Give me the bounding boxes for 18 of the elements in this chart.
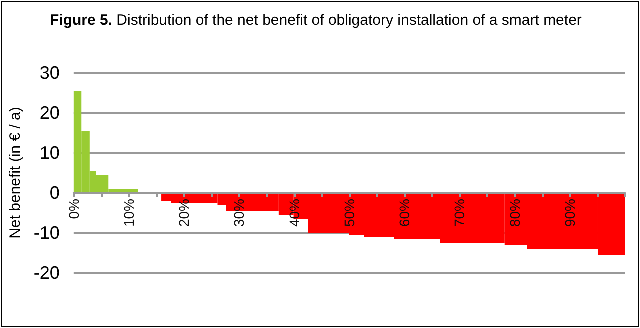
x-tick-label: 40% xyxy=(286,199,302,228)
x-tick-label: 20% xyxy=(176,199,192,228)
y-tick-label: -10 xyxy=(34,223,60,243)
y-tick-label: 10 xyxy=(40,143,60,163)
x-tick-label: 80% xyxy=(506,199,523,228)
x-tick-label: 60% xyxy=(396,199,413,228)
y-axis-title: Net benefit (in € / a) xyxy=(7,107,24,239)
y-tick-label: 20 xyxy=(40,103,60,123)
x-tick-label: 10% xyxy=(121,199,138,228)
chart-title: Figure 5. Distribution of the net benefit of obligatory installation of a smart meter xyxy=(50,12,582,29)
y-tick-label: 0 xyxy=(50,183,60,203)
x-tick-label: 70% xyxy=(452,199,468,228)
x-tick-label: 30% xyxy=(231,199,248,228)
x-tick-label: 0% xyxy=(66,199,82,220)
y-tick-label: 30 xyxy=(40,63,60,83)
x-tick-label: 90% xyxy=(562,199,578,228)
y-tick-label: -20 xyxy=(34,263,60,283)
x-tick-label: 50% xyxy=(341,199,358,228)
